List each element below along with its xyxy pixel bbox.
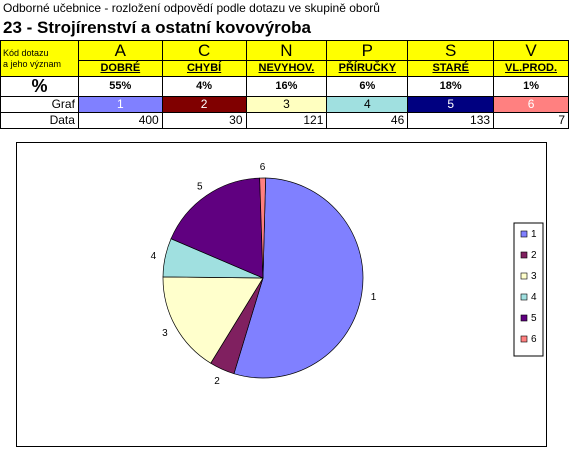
graf-label: Graf xyxy=(0,96,79,113)
legend-label-3: 3 xyxy=(531,271,537,282)
legend-label-2: 2 xyxy=(531,250,537,261)
graf-swatch: 5 xyxy=(407,96,495,113)
graf-swatch: 1 xyxy=(77,96,163,113)
code-label-cell: Kód dotazu a jeho význam xyxy=(0,40,79,77)
page-subtitle: Odborné učebnice - rozložení odpovědí po… xyxy=(3,1,380,15)
column-meaning: DOBRÉ xyxy=(77,60,163,77)
pie-label-4: 4 xyxy=(151,251,157,262)
legend-label-1: 1 xyxy=(531,229,537,240)
data-value: 7 xyxy=(493,112,569,129)
legend-label-5: 5 xyxy=(531,313,537,324)
graf-swatch: 4 xyxy=(326,96,409,113)
data-value: 30 xyxy=(161,112,247,129)
percent-value: 55% xyxy=(77,76,163,97)
percent-value: 6% xyxy=(326,76,409,97)
legend-box xyxy=(513,222,544,357)
pie-chart: 1 2 3 4 5 6 1 2 3 4 5 6 xyxy=(151,162,544,387)
column-letter: C xyxy=(161,40,247,61)
percent-value: 1% xyxy=(493,76,569,97)
percent-value: 16% xyxy=(245,76,328,97)
pie-label-3: 3 xyxy=(162,328,168,339)
pie-slice-6 xyxy=(259,177,266,279)
column-meaning: PŘÍRUČKY xyxy=(326,60,409,77)
legend-swatch-1 xyxy=(520,230,528,238)
pie-slice-1 xyxy=(233,177,364,379)
percent-value: 4% xyxy=(161,76,247,97)
pie-label-6: 6 xyxy=(260,162,266,173)
column-letter: S xyxy=(407,40,495,61)
chart-legend: 1 2 3 4 5 6 xyxy=(513,222,544,357)
column-letter: P xyxy=(326,40,409,61)
data-value: 121 xyxy=(245,112,328,129)
legend-swatch-3 xyxy=(520,272,528,280)
pie-label-2: 2 xyxy=(214,376,220,387)
column-meaning: STARÉ xyxy=(407,60,495,77)
data-value: 46 xyxy=(326,112,409,129)
legend-swatch-6 xyxy=(520,335,528,343)
column-letter: N xyxy=(245,40,328,61)
chart-area: 1 2 3 4 5 6 1 2 3 4 5 6 xyxy=(16,142,547,447)
pie-slice-3 xyxy=(162,276,264,364)
data-label: Data xyxy=(0,112,79,129)
pie-labels: 1 2 3 4 5 6 xyxy=(151,162,377,387)
percent-label: % xyxy=(0,76,79,97)
summary-table: Kód dotazu a jeho význam A C N P S V DOB… xyxy=(0,40,569,129)
pie-label-5: 5 xyxy=(197,182,203,193)
pie-label-1: 1 xyxy=(371,292,377,303)
graf-swatch: 3 xyxy=(245,96,328,113)
legend-label-6: 6 xyxy=(531,334,537,345)
column-letter: A xyxy=(77,40,163,61)
page-title: 23 - Strojírenství a ostatní kovovýroba xyxy=(3,18,311,37)
legend-label-4: 4 xyxy=(531,292,537,303)
column-letter: V xyxy=(493,40,569,61)
legend-swatch-5 xyxy=(520,314,528,322)
code-label-line-1: Kód dotazu xyxy=(3,47,49,58)
legend-swatch-4 xyxy=(520,293,528,301)
column-meaning: CHYBÍ xyxy=(161,60,247,77)
legend-swatch-2 xyxy=(520,251,528,259)
graf-swatch: 2 xyxy=(161,96,247,113)
column-meaning: NEVYHOV. xyxy=(245,60,328,77)
data-value: 133 xyxy=(407,112,495,129)
pie-slices xyxy=(162,177,364,379)
percent-value: 18% xyxy=(407,76,495,97)
code-label-line-2: a jeho význam xyxy=(3,58,62,69)
data-value: 400 xyxy=(77,112,163,129)
column-meaning: VL.PROD. xyxy=(493,60,569,77)
graf-swatch: 6 xyxy=(493,96,569,113)
pie-slice-5 xyxy=(170,177,264,279)
